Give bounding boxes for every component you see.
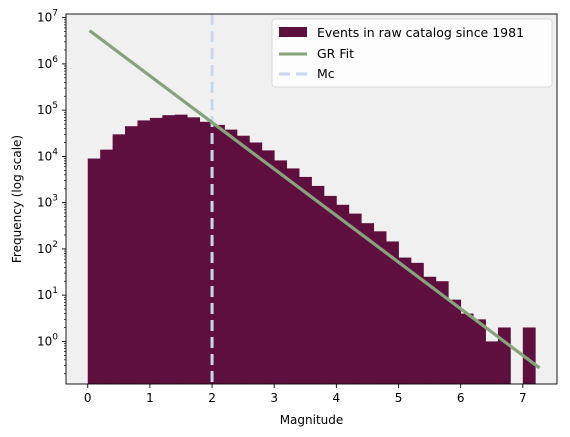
legend-label-histogram: Events in raw catalog since 1981 xyxy=(317,25,524,40)
histogram-bar xyxy=(473,319,486,384)
histogram-bar xyxy=(311,185,325,384)
y-tick-label: 100 xyxy=(37,332,58,348)
plot-frame xyxy=(65,13,558,385)
y-tick-label: 104 xyxy=(37,147,58,163)
histogram-bar xyxy=(212,124,225,384)
y-axis-label: Frequency (log scale) xyxy=(10,135,24,263)
histogram-bar xyxy=(336,204,350,384)
y-tick-label: 106 xyxy=(37,55,58,71)
histogram-bar xyxy=(199,121,213,384)
x-tick-label: 5 xyxy=(395,391,403,405)
x-tick-label: 4 xyxy=(333,391,341,405)
y-tick-label: 101 xyxy=(37,286,58,302)
x-tick-label: 7 xyxy=(519,391,527,405)
histogram-bar xyxy=(149,117,163,384)
histogram-bar xyxy=(87,158,101,384)
histogram-bar xyxy=(236,135,250,384)
legend-swatch-histogram xyxy=(279,27,307,37)
histogram-bar xyxy=(125,126,138,385)
histogram-bar xyxy=(398,257,412,384)
histogram-bar xyxy=(460,313,474,384)
histogram-bar xyxy=(323,195,337,384)
gr-fit-line xyxy=(88,29,541,370)
histogram-bar xyxy=(348,213,362,384)
x-tick-label: 2 xyxy=(208,391,216,405)
histogram-bar xyxy=(448,299,462,384)
histogram-bar xyxy=(361,223,375,384)
y-tick-label: 105 xyxy=(37,101,58,117)
histogram-bar xyxy=(162,115,176,384)
legend-label-mc: Mc xyxy=(317,66,335,81)
legend: Events in raw catalog since 1981 GR Fit … xyxy=(271,18,553,88)
histogram-bar xyxy=(112,134,126,384)
x-tick-label: 6 xyxy=(457,391,465,405)
histogram-bar xyxy=(249,142,263,384)
histogram-bar xyxy=(410,262,424,384)
x-axis-ticks: 0 1 2 3 4 5 6 7 xyxy=(84,384,527,405)
histogram-bar xyxy=(261,150,275,384)
histogram-bar xyxy=(522,327,536,384)
histogram-bar xyxy=(485,341,499,384)
legend-label-gr-fit: GR Fit xyxy=(317,46,354,61)
x-axis-label: Magnitude xyxy=(280,413,344,427)
y-tick-label: 103 xyxy=(37,194,58,210)
histogram-bar xyxy=(174,114,188,384)
y-tick-label: 102 xyxy=(37,240,58,256)
legend-box xyxy=(271,18,553,88)
x-tick-label: 0 xyxy=(84,391,92,405)
histogram-bar xyxy=(497,327,511,384)
histogram-bar xyxy=(299,176,312,384)
histogram-bars xyxy=(87,114,536,385)
histogram-bar xyxy=(187,117,201,384)
histogram-bar xyxy=(286,168,300,384)
y-axis-ticks: 100 101 102 103 104 105 106 107 xyxy=(37,9,66,375)
histogram-bar xyxy=(386,241,399,384)
histogram-bar xyxy=(274,160,288,384)
x-tick-label: 1 xyxy=(146,391,154,405)
histogram-bar xyxy=(224,129,238,384)
y-tick-label: 107 xyxy=(37,9,58,25)
histogram-bar xyxy=(423,276,437,384)
histogram-bar xyxy=(373,231,387,384)
histogram-bar xyxy=(100,149,114,384)
histogram-bar xyxy=(435,281,449,384)
x-tick-label: 3 xyxy=(270,391,278,405)
histogram-bar xyxy=(137,120,151,384)
